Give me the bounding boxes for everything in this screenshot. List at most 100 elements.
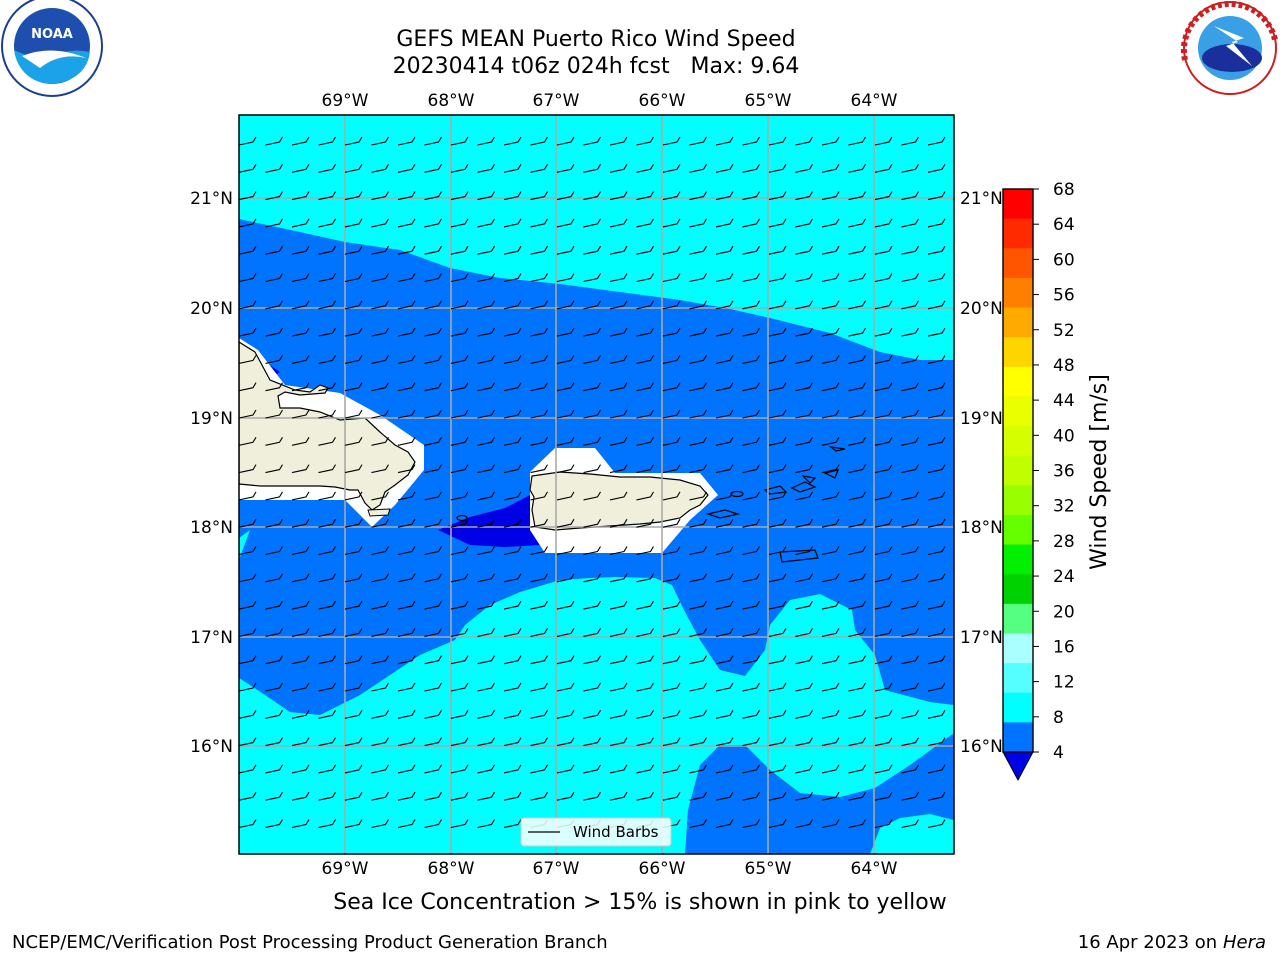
wind-barb: [265, 573, 283, 583]
wind-barb: [503, 546, 522, 556]
wind-barb: [503, 600, 522, 610]
wind-barb: [848, 245, 866, 255]
wind-barb: [503, 819, 522, 829]
wind-barb: [848, 628, 866, 637]
wind-barb: [397, 491, 416, 501]
wind-barb: [371, 327, 389, 337]
colorbar-tick-label: 44: [1053, 391, 1075, 411]
colorbar-cell: [1003, 574, 1033, 605]
wind-barb: [901, 464, 919, 474]
wind-barb: [742, 655, 760, 665]
wind-barb: [901, 491, 919, 501]
wind-barb: [768, 300, 787, 310]
wind-barb: [530, 655, 548, 665]
wind-barb: [821, 409, 840, 419]
legend-label: Wind Barbs: [573, 823, 659, 841]
wind-barb: [583, 327, 601, 337]
wind-barb: [477, 136, 495, 146]
wind-barb: [795, 628, 813, 637]
wind-barb: [503, 409, 522, 419]
wind-barb: [424, 191, 442, 201]
wind-barb: [662, 327, 681, 337]
wind-barb: [821, 791, 840, 801]
wind-barb: [636, 464, 654, 474]
wind-barb: [530, 327, 548, 337]
lon-label: 66°W: [639, 91, 686, 111]
wind-barb: [715, 218, 734, 228]
wind-barb: [927, 218, 946, 228]
wind-barb: [848, 791, 866, 801]
wind-barb: [239, 655, 257, 665]
wind-barb: [795, 682, 813, 692]
colorbar-tick-label: 64: [1053, 215, 1075, 235]
wind-barb: [768, 737, 787, 747]
wind-barb: [291, 819, 310, 829]
wind-barb: [265, 382, 283, 392]
wind-barb: [318, 518, 336, 528]
wind-barb: [768, 355, 787, 364]
wind-barb: [477, 819, 495, 829]
wind-barb: [318, 546, 336, 556]
wind-barb: [397, 355, 416, 364]
wind-barb: [397, 300, 416, 310]
wind-barb: [397, 518, 416, 528]
wind-barb: [265, 355, 283, 364]
wind-barb: [636, 245, 654, 255]
wind-barb: [450, 737, 469, 747]
wind-barb: [609, 628, 628, 637]
top-lon-labels: 69°W 68°W 67°W 66°W 65°W 64°W: [322, 91, 898, 111]
wind-barb: [583, 437, 601, 446]
wind-barb: [927, 273, 946, 283]
wind-barb: [742, 491, 760, 501]
wind-barb: [371, 355, 389, 364]
wind-barb: [609, 191, 628, 201]
wind-barb: [636, 628, 654, 637]
wind-barb: [371, 791, 389, 801]
wind-barb: [848, 518, 866, 528]
wind-barb: [689, 518, 707, 528]
wind-barb: [291, 355, 310, 364]
wind-barb: [265, 518, 283, 528]
wind-barb: [742, 273, 760, 283]
wind-barb: [583, 218, 601, 228]
wind-barb: [371, 464, 389, 474]
wind-barb: [371, 491, 389, 501]
wind-barb: [371, 273, 389, 283]
wind-barb: [715, 327, 734, 337]
wind-barb: [689, 164, 707, 173]
wind-barb: [265, 409, 283, 419]
wind-barb: [344, 409, 363, 419]
wind-barb: [609, 218, 628, 228]
right-lat-labels: 21°N 20°N 19°N 18°N 17°N 16°N: [960, 189, 1003, 757]
wind-barb: [636, 136, 654, 146]
wind-barb: [583, 710, 601, 719]
wind-barb: [477, 764, 495, 774]
wind-barb: [848, 819, 866, 829]
wind-barb: [662, 600, 681, 610]
wind-barb: [477, 573, 495, 583]
wind-barb: [291, 464, 310, 474]
wind-barb: [344, 273, 363, 283]
wind-barb: [450, 273, 469, 283]
wind-barb: [397, 191, 416, 201]
wind-barb: [450, 382, 469, 392]
wind-barb: [874, 464, 893, 474]
wind-barb: [821, 273, 840, 283]
colorbar-tick-label: 20: [1053, 602, 1075, 622]
wind-barb: [318, 273, 336, 283]
wind-barb: [265, 600, 283, 610]
wind-barb: [556, 300, 575, 310]
wind-barb: [450, 819, 469, 829]
wind-barb: [662, 655, 681, 665]
wind-barb: [450, 573, 469, 583]
wind-barb: [742, 710, 760, 719]
wind-barb: [344, 682, 363, 692]
wind-barb: [689, 710, 707, 719]
wind-barb: [318, 218, 336, 228]
wind-barb: [689, 628, 707, 637]
wind-barb: [662, 682, 681, 692]
wind-barb: [239, 409, 257, 419]
wind-barb: [927, 546, 946, 556]
wind-barb: [662, 409, 681, 419]
wind-barb: [583, 573, 601, 583]
